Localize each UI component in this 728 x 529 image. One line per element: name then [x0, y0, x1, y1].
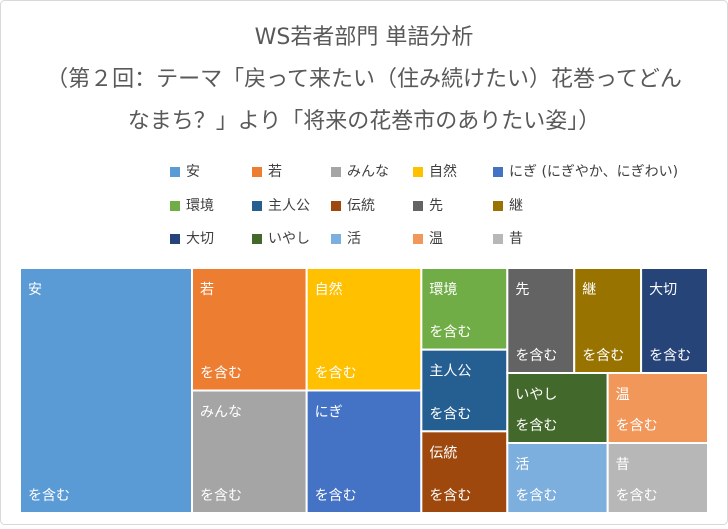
- tile-suffix: を含む: [429, 488, 471, 504]
- legend-swatch: [493, 201, 503, 211]
- legend-label: みんな: [347, 164, 389, 180]
- legend-label: 主人公: [268, 198, 310, 214]
- legend-swatch: [170, 234, 180, 244]
- chart-title-line: なまち？」より「将来の花巻市のありたい姿」）: [128, 109, 601, 134]
- legend-swatch: [331, 167, 341, 177]
- tile-label: 自然: [315, 281, 343, 298]
- treemap-tile: [305, 389, 423, 514]
- legend-label: 昔: [509, 231, 523, 247]
- tile-label: 主人公: [429, 364, 471, 380]
- tile-label: 大切: [649, 282, 677, 298]
- tile-suffix: を含む: [616, 488, 658, 504]
- tile-label: 昔: [616, 457, 630, 473]
- legend-swatch: [493, 234, 503, 244]
- legend-label: 先: [429, 198, 443, 214]
- legend-label: いやし: [268, 231, 310, 247]
- treemap-tile: [506, 442, 609, 514]
- treemap-tile: [191, 267, 308, 392]
- treemap-tile: [606, 442, 710, 514]
- legend-label: 温: [429, 231, 443, 247]
- tile-label: にぎ: [315, 405, 343, 421]
- tile-suffix: を含む: [315, 366, 357, 382]
- legend-label: 活: [347, 231, 361, 247]
- legend-swatch: [493, 167, 503, 177]
- treemap-tile: [506, 267, 576, 374]
- tile-label: 先: [515, 282, 529, 298]
- legend-swatch: [170, 201, 180, 211]
- legend-label: 若: [268, 164, 282, 180]
- tile-suffix: を含む: [429, 325, 471, 341]
- tile-suffix: を含む: [515, 488, 557, 504]
- treemap-tile: [606, 372, 710, 444]
- legend-label: 伝統: [347, 198, 375, 214]
- legend-swatch: [413, 167, 423, 177]
- tile-label: 環境: [429, 282, 457, 298]
- tile-label: みんな: [200, 405, 242, 421]
- tile-label: 安: [28, 282, 42, 298]
- legend-swatch: [413, 201, 423, 211]
- treemap-tile: [305, 267, 423, 392]
- legend-swatch: [331, 201, 341, 211]
- legend-swatch: [331, 234, 341, 244]
- legend-label: 自然: [429, 163, 457, 180]
- tile-label: 若: [200, 282, 214, 298]
- legend-label: にぎ (にぎやか、にぎわい): [509, 164, 678, 180]
- tile-suffix: を含む: [429, 406, 471, 422]
- tile-suffix: を含む: [315, 488, 357, 504]
- legend-swatch: [252, 201, 262, 211]
- tile-suffix: を含む: [515, 418, 557, 434]
- legend-swatch: [170, 167, 180, 177]
- treemap-tile: [19, 267, 193, 514]
- tile-label: 継: [582, 282, 596, 298]
- chart-title-line: （第２回：テーマ「戻って来たい（住み続けたい）花巻ってどん: [46, 67, 682, 92]
- tile-suffix: を含む: [582, 348, 624, 364]
- tile-suffix: を含む: [649, 348, 691, 364]
- tile-label: 伝統: [429, 445, 457, 461]
- chart-title-line: WS若者部門 単語分析: [255, 25, 474, 50]
- legend-swatch: [252, 234, 262, 244]
- tile-suffix: を含む: [515, 348, 557, 364]
- treemap-tile: [573, 267, 643, 374]
- treemap-tile: [640, 267, 709, 374]
- treemap-tile: [191, 389, 308, 514]
- legend-label: 環境: [186, 198, 214, 214]
- tile-label: いやし: [515, 387, 557, 403]
- legend-label: 継: [509, 198, 523, 214]
- legend-label: 安: [186, 164, 200, 180]
- tile-label: 温: [616, 387, 630, 403]
- legend-swatch: [252, 167, 262, 177]
- tile-label: 活: [515, 457, 529, 473]
- tile-suffix: を含む: [200, 488, 242, 504]
- tile-suffix: を含む: [200, 366, 242, 382]
- tile-suffix: を含む: [28, 488, 70, 504]
- legend-label: 大切: [186, 231, 214, 247]
- tile-suffix: を含む: [616, 418, 658, 434]
- legend-swatch: [413, 234, 423, 244]
